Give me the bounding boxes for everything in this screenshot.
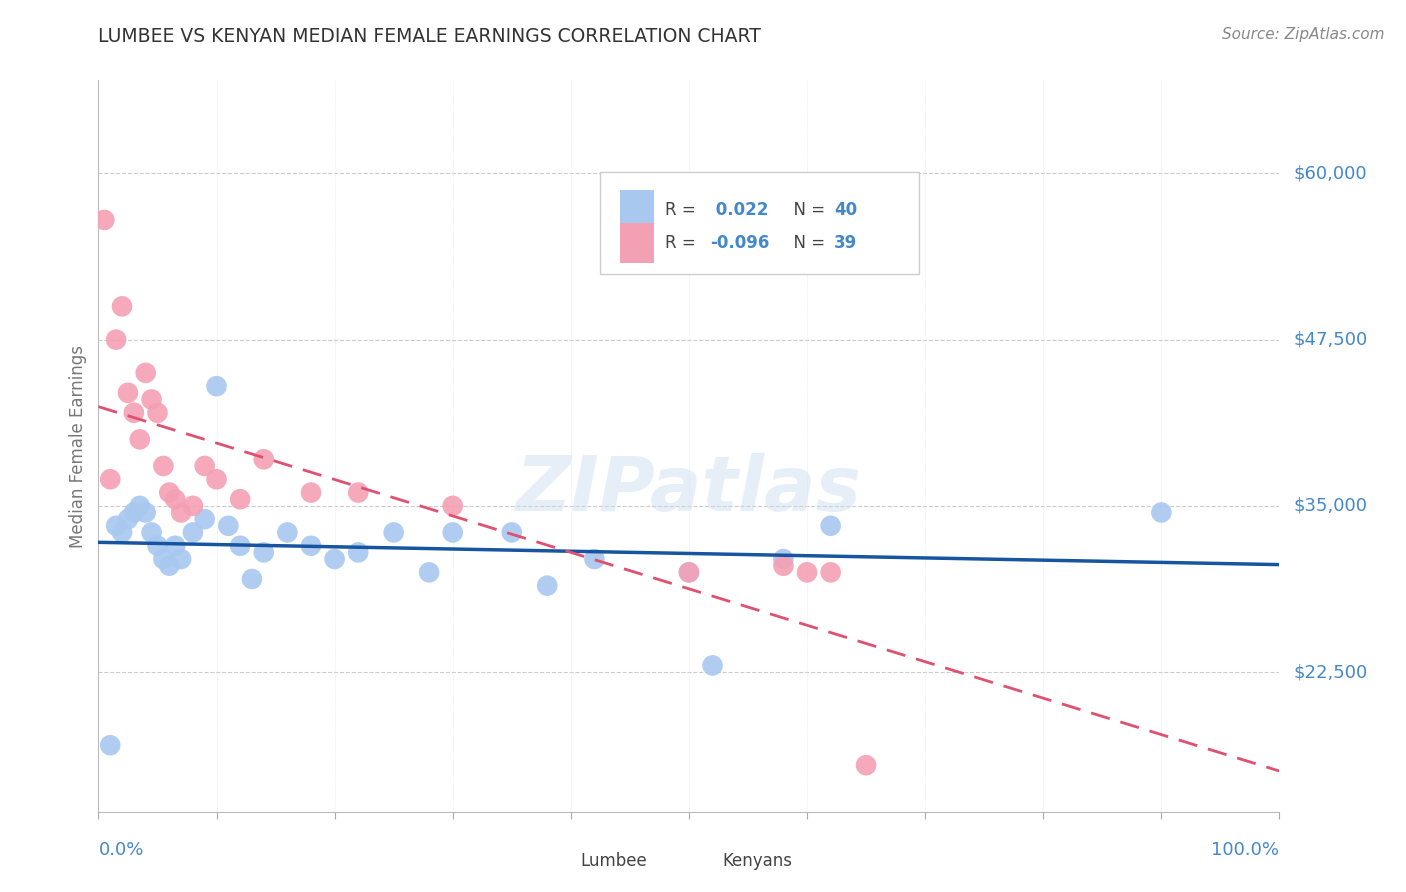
Text: Source: ZipAtlas.com: Source: ZipAtlas.com: [1222, 27, 1385, 42]
Point: [678, 566, 700, 580]
Text: N =: N =: [783, 201, 831, 219]
Point: [299, 485, 322, 500]
Point: [855, 758, 877, 772]
Point: [128, 499, 150, 513]
Point: [229, 539, 252, 553]
Text: R =: R =: [665, 201, 702, 219]
Point: [117, 385, 139, 400]
Point: [1150, 506, 1173, 520]
Point: [702, 658, 724, 673]
Point: [152, 458, 174, 473]
Bar: [547, 849, 574, 872]
Point: [98, 738, 121, 752]
Point: [229, 492, 252, 507]
Text: 0.0%: 0.0%: [98, 841, 143, 859]
Point: [146, 539, 169, 553]
Text: R =: R =: [665, 234, 702, 252]
Text: 100.0%: 100.0%: [1212, 841, 1279, 859]
Text: Kenyans: Kenyans: [723, 852, 792, 870]
Point: [276, 525, 298, 540]
Text: N =: N =: [783, 234, 831, 252]
Point: [181, 499, 204, 513]
Point: [128, 433, 150, 447]
Point: [796, 566, 818, 580]
Point: [253, 452, 276, 467]
Point: [141, 525, 163, 540]
Text: Lumbee: Lumbee: [581, 852, 647, 870]
Point: [157, 558, 180, 573]
Point: [117, 512, 139, 526]
Point: [240, 572, 263, 586]
Point: [820, 518, 842, 533]
Point: [105, 333, 128, 347]
Text: $47,500: $47,500: [1294, 331, 1368, 349]
Point: [170, 506, 193, 520]
Point: [323, 552, 346, 566]
Text: $22,500: $22,500: [1294, 663, 1368, 681]
Point: [347, 545, 370, 559]
Point: [501, 525, 523, 540]
Point: [111, 299, 134, 313]
Point: [105, 518, 128, 533]
Text: 0.022: 0.022: [710, 201, 769, 219]
Point: [441, 499, 464, 513]
Point: [194, 512, 217, 526]
Point: [205, 472, 228, 486]
Point: [146, 406, 169, 420]
Y-axis label: Median Female Earnings: Median Female Earnings: [69, 344, 87, 548]
Text: LUMBEE VS KENYAN MEDIAN FEMALE EARNINGS CORRELATION CHART: LUMBEE VS KENYAN MEDIAN FEMALE EARNINGS …: [98, 27, 761, 45]
Text: $60,000: $60,000: [1294, 164, 1367, 182]
FancyBboxPatch shape: [600, 171, 920, 274]
Point: [253, 545, 276, 559]
Point: [583, 552, 606, 566]
Point: [536, 579, 558, 593]
Text: -0.096: -0.096: [710, 234, 769, 252]
Point: [135, 506, 157, 520]
Point: [111, 525, 134, 540]
Bar: [620, 190, 654, 230]
Point: [347, 485, 370, 500]
Point: [135, 366, 157, 380]
Point: [820, 566, 842, 580]
Point: [152, 552, 174, 566]
Point: [93, 213, 115, 227]
Point: [122, 406, 145, 420]
Text: 39: 39: [834, 234, 858, 252]
Point: [772, 552, 794, 566]
Text: ZIPatlas: ZIPatlas: [516, 453, 862, 527]
Point: [217, 518, 239, 533]
Point: [141, 392, 163, 407]
Point: [157, 485, 180, 500]
Bar: [620, 223, 654, 263]
Point: [678, 566, 700, 580]
Point: [772, 558, 794, 573]
Point: [98, 472, 121, 486]
Point: [418, 566, 440, 580]
Point: [165, 539, 187, 553]
Point: [194, 458, 217, 473]
Point: [441, 525, 464, 540]
Point: [165, 492, 187, 507]
Point: [122, 506, 145, 520]
Point: [205, 379, 228, 393]
Point: [299, 539, 322, 553]
Bar: [689, 849, 714, 872]
Point: [382, 525, 405, 540]
Point: [181, 525, 204, 540]
Text: 40: 40: [834, 201, 858, 219]
Point: [170, 552, 193, 566]
Text: $35,000: $35,000: [1294, 497, 1368, 515]
